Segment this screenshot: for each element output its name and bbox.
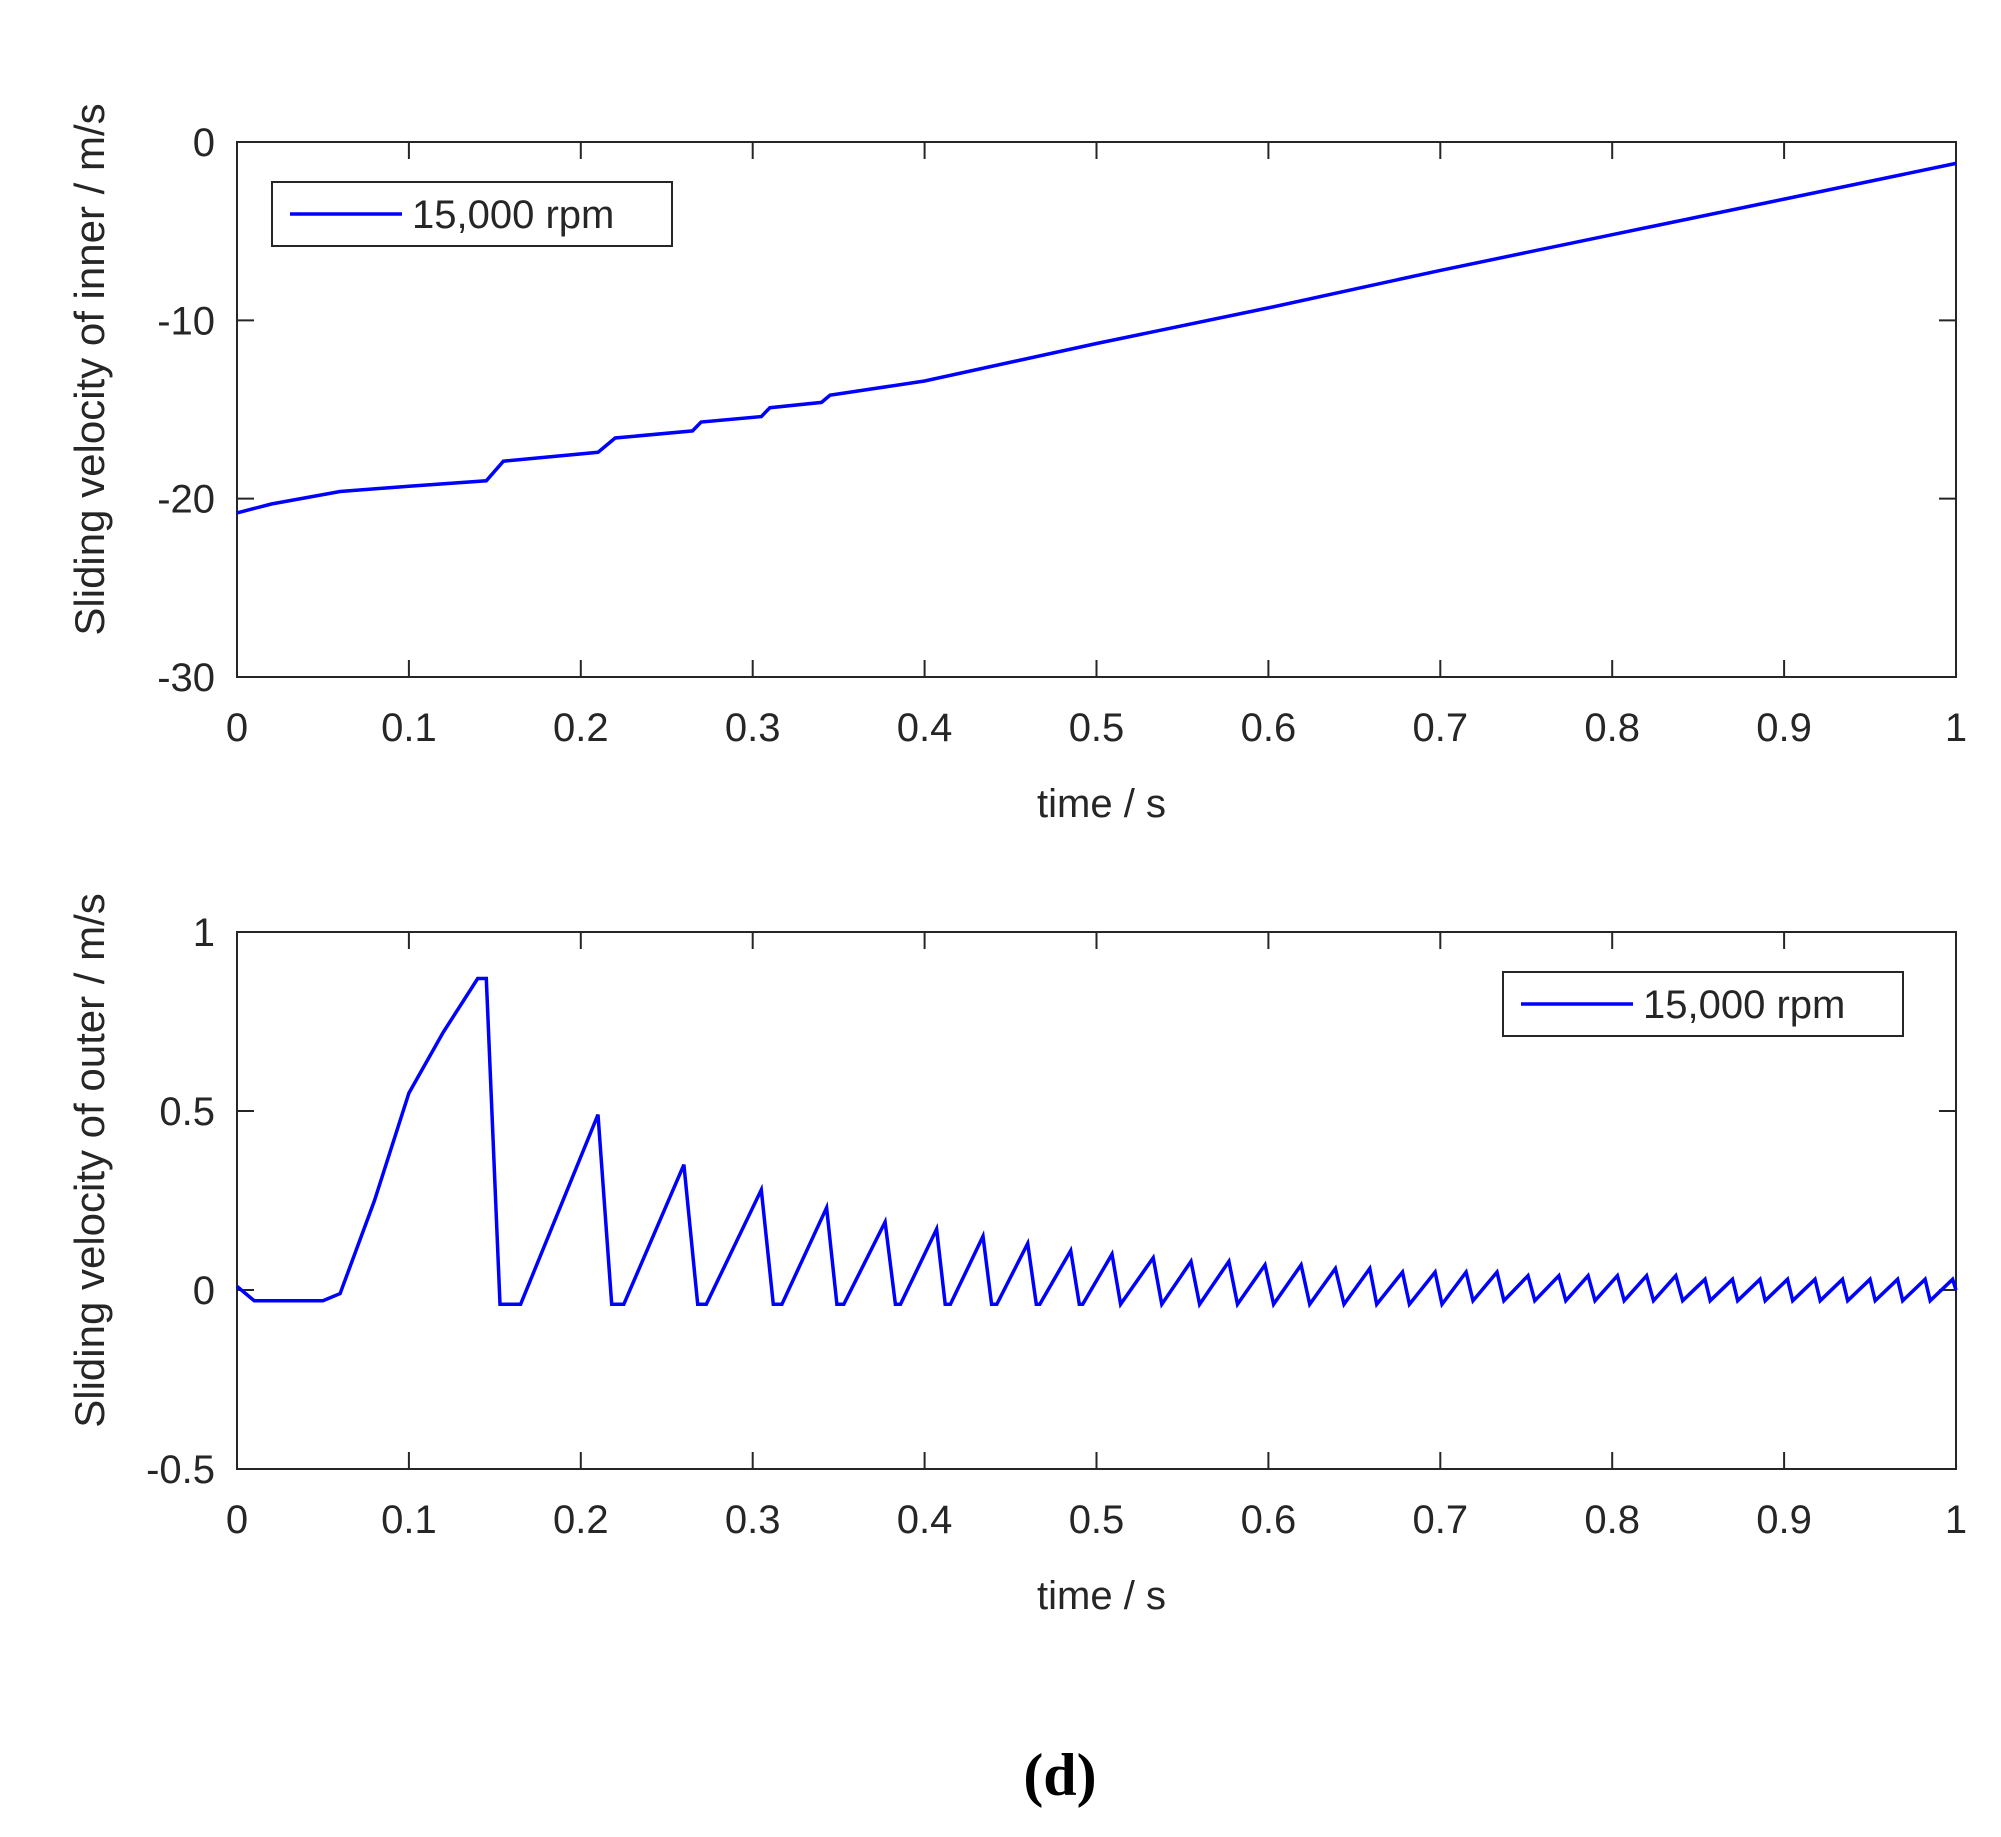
x-tick-label: 0.2 — [553, 706, 609, 750]
x-tick-label: 0.7 — [1412, 706, 1468, 750]
x-tick-label: 1 — [1945, 1498, 1967, 1542]
legend-label: 15,000 rpm — [1643, 983, 1845, 1027]
x-tick-label: 0.4 — [897, 1498, 953, 1542]
caption: (d) — [1023, 1742, 1096, 1808]
x-tick-label: 0.5 — [1069, 706, 1125, 750]
x-tick-label: 1 — [1945, 706, 1967, 750]
x-tick-label: 0.7 — [1412, 1498, 1468, 1542]
x-tick-label: 0.8 — [1584, 706, 1640, 750]
x-tick-label: 0.6 — [1241, 1498, 1297, 1542]
x-tick-label: 0.5 — [1069, 1498, 1125, 1542]
x-tick-label: 0.3 — [725, 706, 781, 750]
legend-label: 15,000 rpm — [412, 193, 614, 237]
x-axis-label: time / s — [1037, 782, 1166, 826]
y-axis-label: Sliding velocity of inner / m/s — [66, 103, 113, 635]
x-tick-label: 0.4 — [897, 706, 953, 750]
x-tick-label: 0.1 — [381, 706, 437, 750]
y-tick-label: -30 — [157, 656, 215, 700]
x-tick-label: 0.8 — [1584, 1498, 1640, 1542]
x-tick-label: 0.9 — [1756, 1498, 1812, 1542]
data-line — [235, 976, 1958, 1309]
x-axis-label: time / s — [1037, 1574, 1166, 1618]
y-tick-label: 1 — [193, 911, 215, 955]
x-tick-label: 0 — [226, 1498, 248, 1542]
x-tick-label: 0.2 — [553, 1498, 609, 1542]
x-tick-label: 0.9 — [1756, 706, 1812, 750]
y-tick-label: 0 — [193, 121, 215, 165]
x-tick-label: 0.3 — [725, 1498, 781, 1542]
y-tick-label: -20 — [157, 478, 215, 522]
x-tick-label: 0 — [226, 706, 248, 750]
x-tick-label: 0.6 — [1241, 706, 1297, 750]
x-tick-label: 0.1 — [381, 1498, 437, 1542]
y-tick-label: 0.5 — [159, 1090, 215, 1134]
y-tick-label: 0 — [193, 1269, 215, 1313]
y-tick-label: -0.5 — [146, 1448, 215, 1492]
y-tick-label: -10 — [157, 299, 215, 343]
y-axis-label: Sliding velocity of outer / m/s — [66, 893, 113, 1428]
data-line — [236, 161, 1957, 515]
